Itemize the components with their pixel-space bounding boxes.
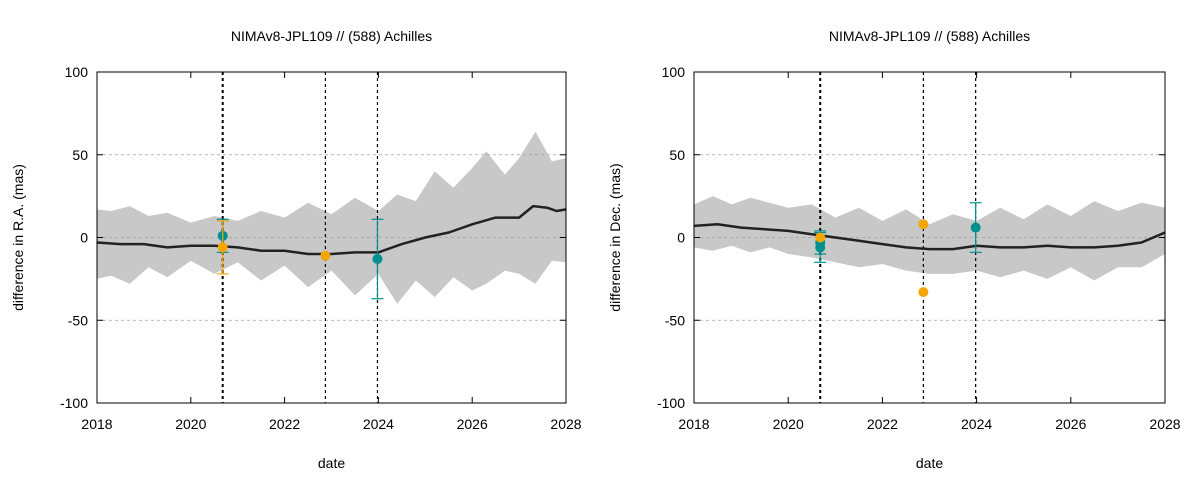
data-point-orange (217, 242, 228, 253)
x-tick-label: 2018 (678, 416, 709, 432)
data-point-teal (815, 242, 826, 253)
uncertainty-band (694, 196, 1165, 281)
y-tick-label: -50 (68, 312, 88, 328)
x-tick-label: 2018 (81, 416, 112, 432)
data-point-orange (918, 219, 929, 230)
y-tick-label: -100 (60, 395, 88, 411)
chart-panel-1: -100 -50 0 50 100 2018 2020 2022 2024 2026 2028 NIM… (10, 28, 582, 471)
x-tick-label: 2022 (269, 416, 300, 432)
x-tick-label: 2026 (1055, 416, 1086, 432)
y-axis-label: difference in R.A. (mas) (10, 164, 26, 311)
data-point-orange (918, 287, 929, 298)
chart-title: NIMAv8-JPL109 // (588) Achilles (231, 28, 432, 44)
x-tick-label: 2020 (175, 416, 206, 432)
plot-area (97, 72, 566, 403)
x-tick-label: 2028 (1149, 416, 1180, 432)
model-line (97, 204, 566, 256)
x-tick-label: 2022 (867, 416, 898, 432)
data-point-teal (372, 254, 383, 265)
data-point-orange (815, 232, 826, 243)
chart-title: NIMAv8-JPL109 // (588) Achilles (829, 28, 1030, 44)
x-tick-label: 2024 (363, 416, 394, 432)
x-tick-label: 2028 (550, 416, 581, 432)
y-tick-label: 100 (662, 64, 686, 80)
y-tick-label: -50 (665, 312, 685, 328)
data-point-orange (320, 250, 331, 261)
y-tick-label: 50 (72, 147, 88, 163)
plot-area (694, 72, 1165, 403)
y-tick-label: 100 (65, 64, 89, 80)
chart-panel-2: -100 -50 0 50 100 2018 2020 2022 2024 2026 2028 NIM… (607, 28, 1181, 471)
uncertainty-band (97, 131, 566, 304)
x-axis-label: date (318, 455, 345, 471)
data-point-teal (970, 222, 981, 233)
y-tick-label: -100 (657, 395, 685, 411)
x-tick-label: 2024 (961, 416, 992, 432)
y-tick-label: 50 (669, 147, 685, 163)
model-line (694, 223, 1165, 251)
x-tick-label: 2026 (457, 416, 488, 432)
x-axis-label: date (916, 455, 943, 471)
y-tick-label: 0 (677, 230, 685, 246)
y-tick-label: 0 (80, 230, 88, 246)
x-tick-label: 2020 (773, 416, 804, 432)
y-axis-label: difference in Dec. (mas) (607, 163, 623, 311)
